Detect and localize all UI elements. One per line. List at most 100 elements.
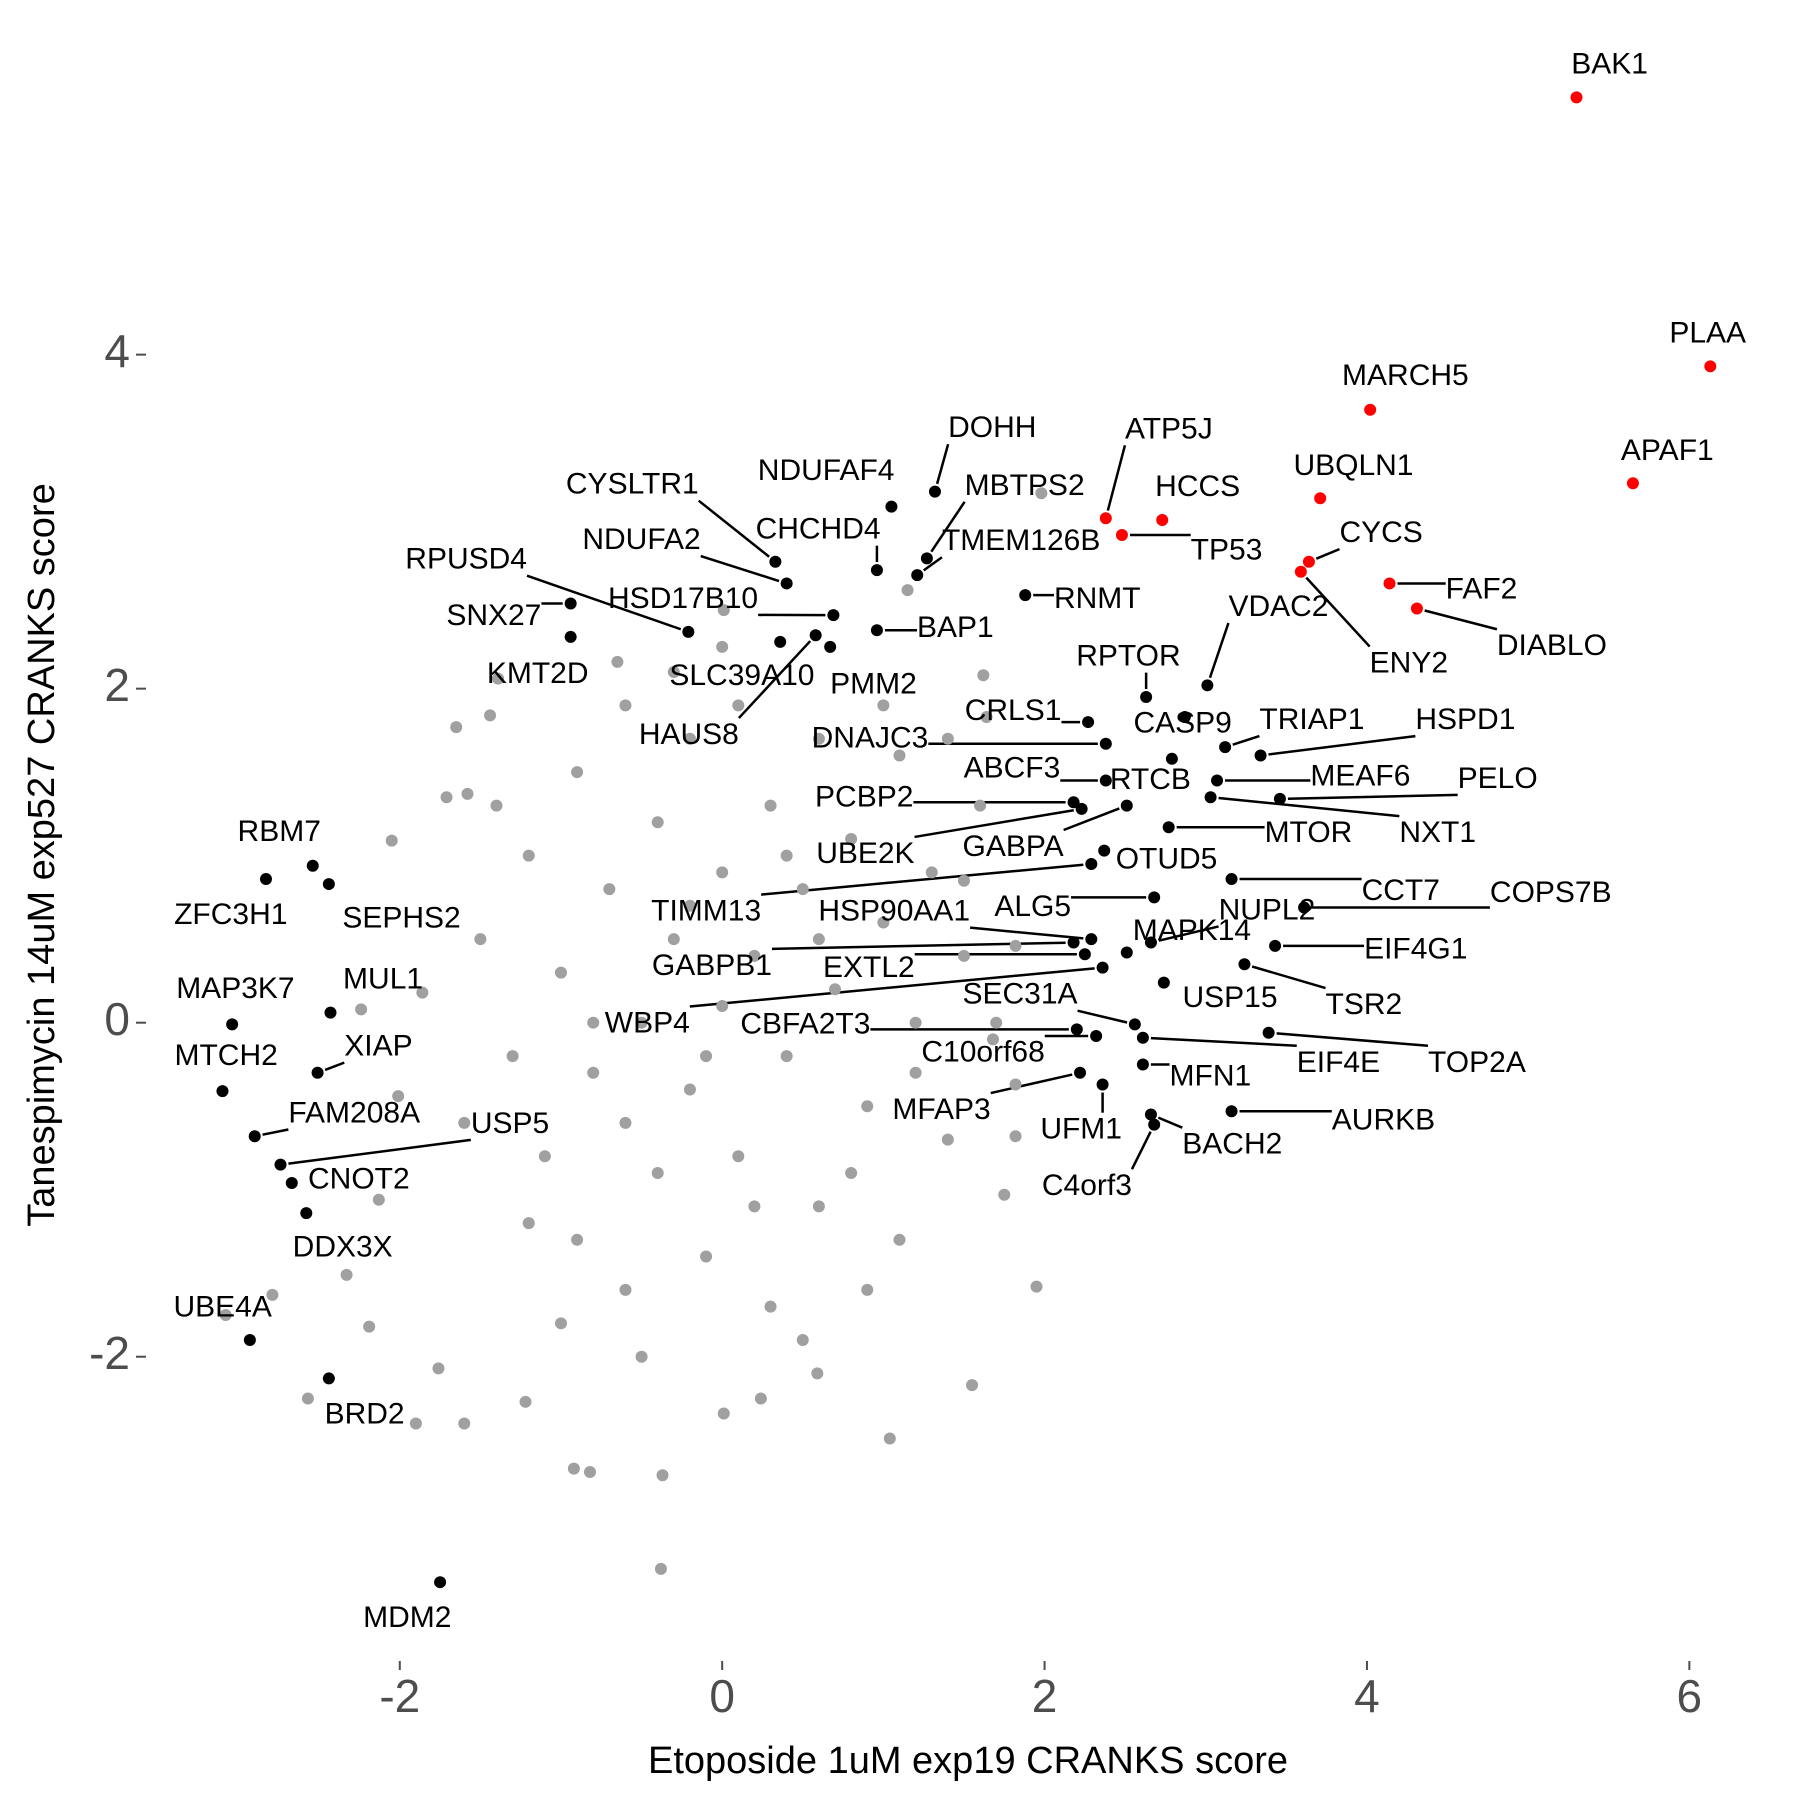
point: [977, 669, 990, 682]
leader-line: [1276, 1032, 1429, 1048]
point-label: C4orf3: [1042, 1169, 1132, 1202]
point: [682, 625, 695, 638]
point-label: CHCHD4: [756, 513, 881, 546]
point: [829, 983, 842, 996]
point-label: AURKB: [1332, 1103, 1435, 1136]
point: [1178, 711, 1191, 724]
point: [1148, 891, 1161, 904]
point: [683, 1083, 696, 1096]
point: [732, 699, 745, 712]
y-tick-label: 0: [104, 993, 130, 1045]
point: [1009, 1130, 1022, 1143]
point: [700, 1050, 713, 1063]
point-label: NXT1: [1399, 816, 1476, 849]
point: [986, 1033, 999, 1046]
point: [248, 1130, 261, 1143]
point: [748, 949, 761, 962]
point-label: MAPK14: [1133, 914, 1251, 947]
point-label: USP15: [1182, 981, 1277, 1014]
point: [877, 916, 890, 929]
point-label: OTUD5: [1116, 843, 1218, 876]
point: [1136, 1058, 1149, 1071]
point-label: RNMT: [1054, 582, 1141, 615]
point: [1035, 487, 1048, 500]
x-axis-title: Etoposide 1uM exp19 CRANKS score: [648, 1740, 1288, 1782]
point-label: DOHH: [948, 411, 1036, 444]
point: [957, 949, 970, 962]
point-label: KMT2D: [487, 657, 589, 690]
point: [957, 874, 970, 887]
point-label: PCBP2: [815, 780, 913, 813]
point: [484, 709, 497, 722]
point-label: MUL1: [343, 963, 423, 996]
point-label: TOP2A: [1428, 1046, 1526, 1079]
point: [1269, 939, 1282, 952]
point-label: SLC39A10: [669, 659, 814, 692]
point: [1074, 1066, 1087, 1079]
point: [754, 1392, 767, 1405]
point: [1570, 91, 1583, 104]
point-label: CNOT2: [308, 1162, 410, 1195]
point: [301, 1392, 314, 1405]
leader-line: [288, 1138, 471, 1165]
point: [998, 1188, 1011, 1201]
point: [769, 555, 782, 568]
point: [717, 604, 730, 617]
point: [1120, 946, 1133, 959]
point-label: NUPL2: [1219, 893, 1316, 926]
point: [1704, 360, 1717, 373]
leader-line: [990, 1073, 1073, 1095]
point-label: FAF2: [1446, 573, 1518, 606]
point: [603, 883, 616, 896]
point-label: MFAP3: [892, 1093, 990, 1126]
point-label: MFN1: [1170, 1060, 1252, 1093]
point: [845, 832, 858, 845]
point: [243, 1334, 256, 1347]
point: [611, 655, 624, 668]
point: [1225, 873, 1238, 886]
point: [458, 1116, 471, 1129]
leader-line: [1208, 622, 1230, 679]
leader-line: [689, 967, 1095, 1008]
leader-line: [1315, 547, 1340, 560]
point: [700, 1250, 713, 1263]
point-label: MARCH5: [1342, 359, 1469, 392]
point: [901, 584, 914, 597]
point-label: ENY2: [1370, 647, 1448, 680]
point-label: DNAJC3: [812, 722, 929, 755]
point: [587, 1066, 600, 1079]
y-axis-title: Tanespimycin 14uM exp527 CRANKS score: [21, 483, 63, 1226]
point: [827, 609, 840, 622]
point: [219, 1308, 232, 1321]
point-label: DIABLO: [1497, 629, 1607, 662]
point: [812, 732, 825, 745]
point-label: SEPHS2: [342, 902, 460, 935]
point: [1009, 939, 1022, 952]
point: [1120, 799, 1133, 812]
point: [925, 866, 938, 879]
point: [780, 1050, 793, 1063]
point-label: SEC31A: [962, 978, 1077, 1011]
point-label: TIMM13: [651, 895, 761, 928]
point: [584, 1465, 596, 1478]
point-label: USP5: [471, 1107, 549, 1140]
point: [274, 1158, 287, 1171]
point: [1410, 602, 1423, 615]
point: [1030, 1280, 1043, 1293]
point: [1238, 958, 1251, 971]
point-label: CYSLTR1: [566, 468, 699, 501]
point: [1140, 691, 1153, 704]
point: [1099, 737, 1112, 750]
point: [716, 640, 729, 653]
point: [811, 1367, 824, 1380]
point: [1156, 513, 1169, 526]
point: [461, 787, 474, 800]
point: [732, 1150, 745, 1163]
point: [1019, 589, 1032, 602]
point: [432, 1362, 445, 1375]
point: [796, 1334, 809, 1347]
point-label: CCT7: [1362, 874, 1440, 907]
point: [1070, 1023, 1083, 1036]
point: [324, 1006, 337, 1019]
